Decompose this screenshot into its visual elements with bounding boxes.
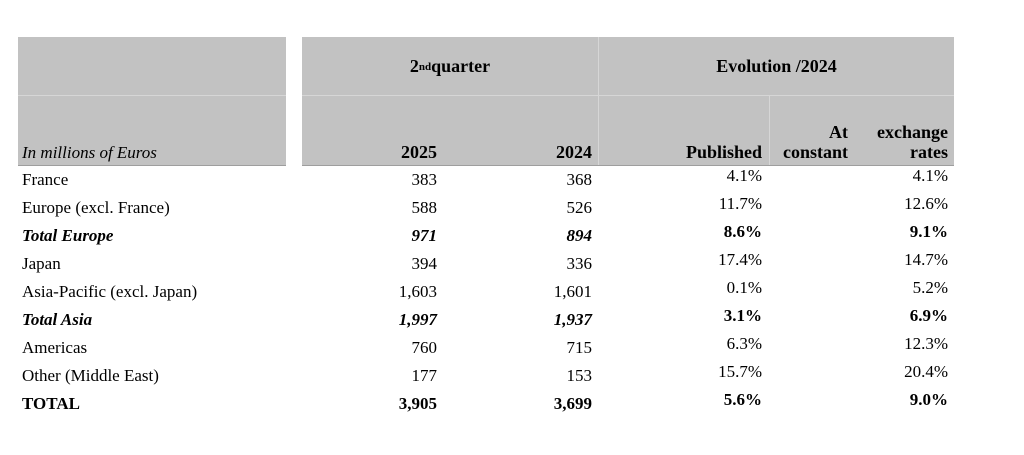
value-published: 4.1%: [726, 166, 762, 185]
column-header-constant-rates: At constant exchange rates: [769, 96, 954, 165]
evolution-group-header: Evolution /2024: [598, 37, 954, 96]
value-2025: 394: [411, 254, 438, 273]
value-constant: 9.1%: [909, 222, 948, 241]
quarter-group-base: 2: [409, 56, 419, 76]
value-2024: 368: [566, 170, 593, 189]
value-constant: 9.0%: [909, 390, 948, 409]
value-published: 6.3%: [726, 334, 762, 353]
value-constant: 14.7%: [904, 250, 948, 269]
value-published: 17.4%: [718, 250, 762, 269]
quarter-group-rest: quarter: [431, 56, 491, 76]
constant-rates-line1: At constant: [782, 121, 848, 163]
row-label: Americas: [22, 338, 88, 357]
value-2024: 526: [566, 198, 593, 217]
value-constant: 6.9%: [909, 306, 948, 325]
value-2024: 336: [566, 254, 593, 273]
table-row-total-europe: Total Europe 971 894 8.6% 9.1%: [18, 222, 954, 250]
header-row-divider: [302, 95, 954, 96]
row-label: Total Asia: [22, 310, 93, 329]
table-row-japan: Japan 394 336 17.4% 14.7%: [18, 250, 954, 278]
value-published: 11.7%: [718, 194, 762, 213]
value-constant: 12.6%: [904, 194, 948, 213]
table-row-total: TOTAL 3,905 3,699 5.6% 9.0%: [18, 390, 954, 418]
value-published: 0.1%: [726, 278, 762, 297]
value-2025: 588: [411, 198, 438, 217]
header-unit-block: In millions of Euros: [18, 37, 286, 166]
value-2024: 3,699: [553, 394, 592, 413]
value-2025: 1,603: [398, 282, 437, 301]
row-label: Japan: [22, 254, 61, 273]
column-header-2024: 2024: [556, 142, 592, 163]
table-row-americas: Americas 760 715 6.3% 12.3%: [18, 334, 954, 362]
value-2025: 383: [411, 170, 438, 189]
value-published: 15.7%: [718, 362, 762, 381]
value-2025: 1,997: [398, 310, 437, 329]
value-2024: 153: [566, 366, 593, 385]
row-label: Total Europe: [22, 226, 114, 245]
value-constant: 4.1%: [912, 166, 948, 185]
column-header-published: Published: [598, 96, 769, 165]
column-header-2025: 2025: [401, 142, 437, 163]
row-label: Other (Middle East): [22, 366, 159, 385]
value-2025: 760: [411, 338, 438, 357]
table-row-asia-pacific-excl-japan: Asia-Pacific (excl. Japan) 1,603 1,601 0…: [18, 278, 954, 306]
row-label: Asia-Pacific (excl. Japan): [22, 282, 198, 301]
value-published: 8.6%: [723, 222, 762, 241]
table-row-total-asia: Total Asia 1,997 1,937 3.1% 6.9%: [18, 306, 954, 334]
value-2024: 715: [566, 338, 593, 357]
value-published: 5.6%: [723, 390, 762, 409]
value-constant: 20.4%: [904, 362, 948, 381]
row-label: France: [22, 170, 69, 189]
value-constant: 12.3%: [904, 334, 948, 353]
table-row-other-middle-east: Other (Middle East) 177 153 15.7% 20.4%: [18, 362, 954, 390]
row-label: Europe (excl. France): [22, 198, 170, 217]
value-constant: 5.2%: [912, 278, 948, 297]
value-2024: 894: [566, 226, 593, 245]
constant-rates-line2: exchange rates: [877, 121, 948, 163]
value-published: 3.1%: [723, 306, 762, 325]
value-2025: 971: [411, 226, 438, 245]
table-row-france: France 383 368 4.1% 4.1%: [18, 166, 954, 194]
table-body: France 383 368 4.1% 4.1% Europe (excl. F…: [18, 166, 954, 418]
header-columns-row: 2025 2024 Published At constant exchange …: [302, 96, 954, 165]
value-2024: 1,937: [553, 310, 592, 329]
header-row-divider: [18, 95, 286, 96]
row-label: TOTAL: [22, 394, 80, 413]
table-row-europe-excl-france: Europe (excl. France) 588 526 11.7% 12.6…: [18, 194, 954, 222]
value-2025: 177: [411, 366, 438, 385]
value-2024: 1,601: [553, 282, 592, 301]
value-2025: 3,905: [398, 394, 437, 413]
header-column-gap: [286, 37, 302, 166]
unit-label: In millions of Euros: [22, 143, 157, 162]
